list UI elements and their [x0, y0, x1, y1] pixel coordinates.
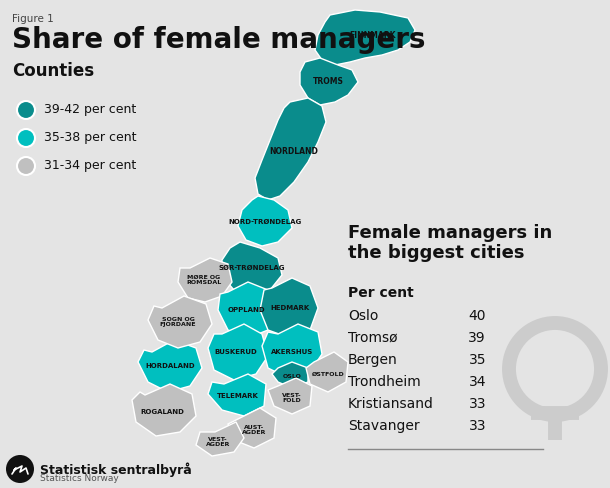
Text: 35: 35 — [468, 353, 486, 367]
Polygon shape — [132, 384, 196, 436]
Text: VEST-
AGDER: VEST- AGDER — [206, 437, 230, 447]
Text: 34: 34 — [468, 375, 486, 389]
Polygon shape — [238, 196, 292, 246]
Polygon shape — [262, 324, 322, 378]
Text: TROMS: TROMS — [312, 78, 343, 86]
Polygon shape — [208, 374, 266, 416]
Polygon shape — [208, 324, 268, 380]
Text: 33: 33 — [468, 419, 486, 433]
Polygon shape — [228, 408, 276, 448]
Circle shape — [6, 455, 34, 483]
Polygon shape — [196, 422, 244, 456]
Polygon shape — [306, 352, 348, 392]
Text: OSLO: OSLO — [282, 373, 301, 379]
Text: OPPLAND: OPPLAND — [227, 307, 265, 313]
Polygon shape — [315, 10, 415, 65]
Text: 31-34 per cent: 31-34 per cent — [44, 160, 136, 172]
Text: 35-38 per cent: 35-38 per cent — [44, 131, 137, 144]
Polygon shape — [138, 340, 202, 392]
Text: Per cent: Per cent — [348, 286, 414, 300]
Text: NORDLAND: NORDLAND — [270, 147, 318, 157]
Polygon shape — [222, 242, 282, 296]
Text: Trondheim: Trondheim — [348, 375, 421, 389]
Text: ROGALAND: ROGALAND — [140, 409, 184, 415]
Text: SOGN OG
FJORDANE: SOGN OG FJORDANE — [160, 317, 196, 327]
Text: NORD-TRØNDELAG: NORD-TRØNDELAG — [228, 219, 301, 225]
Polygon shape — [272, 362, 308, 388]
Text: 39-42 per cent: 39-42 per cent — [44, 103, 136, 117]
Text: VEST-
FOLD: VEST- FOLD — [282, 393, 302, 403]
Circle shape — [17, 101, 35, 119]
Text: Bergen: Bergen — [348, 353, 398, 367]
Polygon shape — [218, 282, 275, 338]
Text: HORDALAND: HORDALAND — [145, 363, 195, 369]
Text: Figure 1: Figure 1 — [12, 14, 54, 24]
Text: MØRE OG
ROMSDAL: MØRE OG ROMSDAL — [187, 275, 221, 285]
Text: Tromsø: Tromsø — [348, 331, 398, 345]
Polygon shape — [178, 258, 232, 302]
Polygon shape — [148, 296, 212, 348]
Polygon shape — [260, 278, 318, 338]
Text: Share of female managers: Share of female managers — [12, 26, 426, 54]
Text: Statistics Norway: Statistics Norway — [40, 474, 119, 483]
Text: 39: 39 — [468, 331, 486, 345]
Circle shape — [17, 157, 35, 175]
Text: Female managers in
the biggest cities: Female managers in the biggest cities — [348, 224, 552, 262]
Text: 33: 33 — [468, 397, 486, 411]
Polygon shape — [255, 98, 326, 200]
Circle shape — [17, 129, 35, 147]
Text: 40: 40 — [468, 309, 486, 323]
Text: Counties: Counties — [12, 62, 94, 80]
Text: AUST-
AGDER: AUST- AGDER — [242, 425, 266, 435]
Text: FINNMARK: FINNMARK — [349, 32, 395, 41]
Text: Statistisk sentralbyrå: Statistisk sentralbyrå — [40, 462, 192, 477]
Polygon shape — [268, 378, 312, 414]
Text: Oslo: Oslo — [348, 309, 378, 323]
Text: ØSTFOLD: ØSTFOLD — [312, 371, 345, 377]
Text: TELEMARK: TELEMARK — [217, 393, 259, 399]
Text: SØR-TRØNDELAG: SØR-TRØNDELAG — [219, 265, 285, 271]
Text: AKERSHUS: AKERSHUS — [271, 349, 313, 355]
Text: Stavanger: Stavanger — [348, 419, 420, 433]
Polygon shape — [300, 58, 358, 105]
Text: Kristiansand: Kristiansand — [348, 397, 434, 411]
Text: BUSKERUD: BUSKERUD — [215, 349, 257, 355]
Text: HEDMARK: HEDMARK — [270, 305, 310, 311]
